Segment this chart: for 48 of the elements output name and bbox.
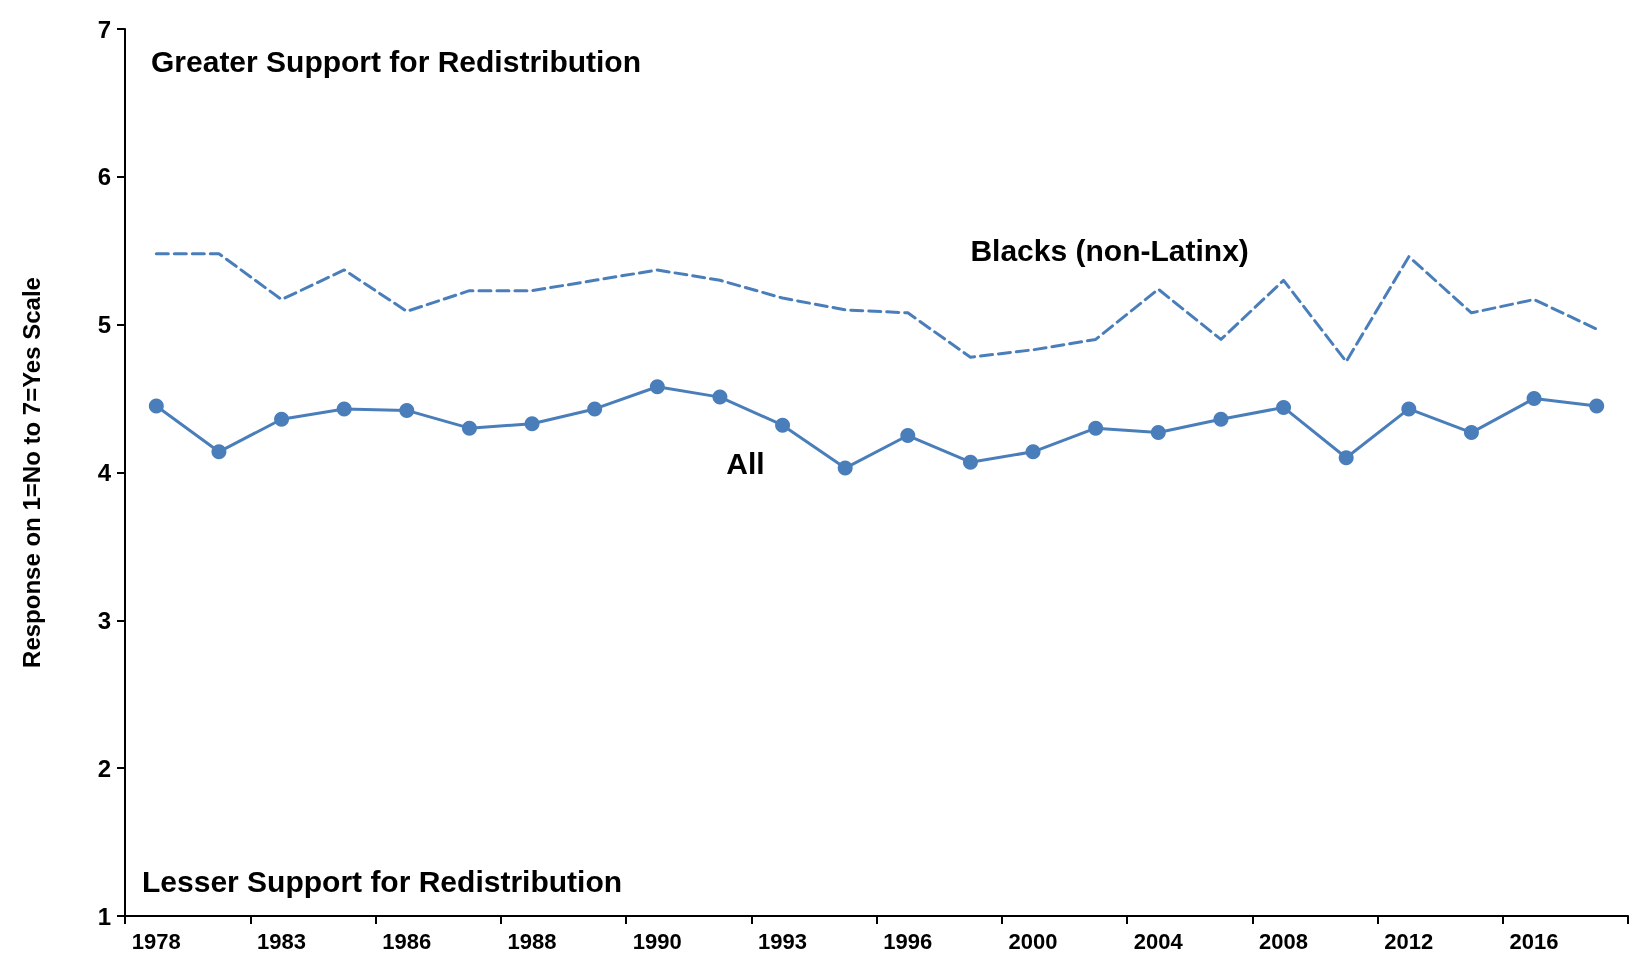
point xyxy=(1213,411,1229,427)
point xyxy=(587,401,603,417)
point xyxy=(1401,401,1417,417)
point xyxy=(962,454,978,470)
point xyxy=(1338,450,1354,466)
point xyxy=(399,402,415,418)
x-tick-label: 2000 xyxy=(1008,928,1058,954)
point xyxy=(1526,391,1542,407)
point xyxy=(461,420,477,436)
y-tick-label: 6 xyxy=(97,163,111,191)
x-tick-label: 1983 xyxy=(257,928,307,954)
y-tick-label: 5 xyxy=(97,311,111,339)
x-tick-label: 2008 xyxy=(1259,928,1309,954)
x-tick-label: 1993 xyxy=(758,928,808,954)
point xyxy=(900,428,916,444)
x-tick-label: 1988 xyxy=(507,928,557,954)
x-tick-label: 1978 xyxy=(131,928,181,954)
point xyxy=(211,444,227,460)
y-tick-label: 3 xyxy=(97,606,111,634)
point xyxy=(837,460,853,476)
point xyxy=(649,379,665,395)
series-label: All xyxy=(726,447,765,481)
x-tick-label: 2012 xyxy=(1384,928,1434,954)
series-label: Blacks (non-Latinx) xyxy=(970,234,1249,268)
point xyxy=(1150,425,1166,441)
annotation: Greater Support for Redistribution xyxy=(151,44,642,78)
x-tick-label: 1996 xyxy=(883,928,933,954)
point xyxy=(1276,399,1292,415)
point xyxy=(1589,398,1605,414)
y-tick-label: 7 xyxy=(97,15,111,43)
point xyxy=(336,401,352,417)
point xyxy=(1088,420,1104,436)
point xyxy=(1463,425,1479,441)
y-tick-label: 1 xyxy=(97,902,111,930)
y-axis-title: Response on 1=No to 7=Yes Scale xyxy=(17,277,45,668)
x-tick-label: 1990 xyxy=(632,928,682,954)
y-tick-label: 2 xyxy=(97,754,111,782)
point xyxy=(274,411,290,427)
point xyxy=(712,389,728,405)
x-tick-label: 2004 xyxy=(1133,928,1184,954)
x-tick-label: 2016 xyxy=(1509,928,1559,954)
point xyxy=(524,416,540,432)
y-tick-label: 4 xyxy=(97,459,112,486)
point xyxy=(775,417,791,433)
annotation: Lesser Support for Redistribution xyxy=(142,864,623,898)
x-tick-label: 1986 xyxy=(382,928,432,954)
point xyxy=(1025,444,1041,460)
point xyxy=(148,398,164,414)
